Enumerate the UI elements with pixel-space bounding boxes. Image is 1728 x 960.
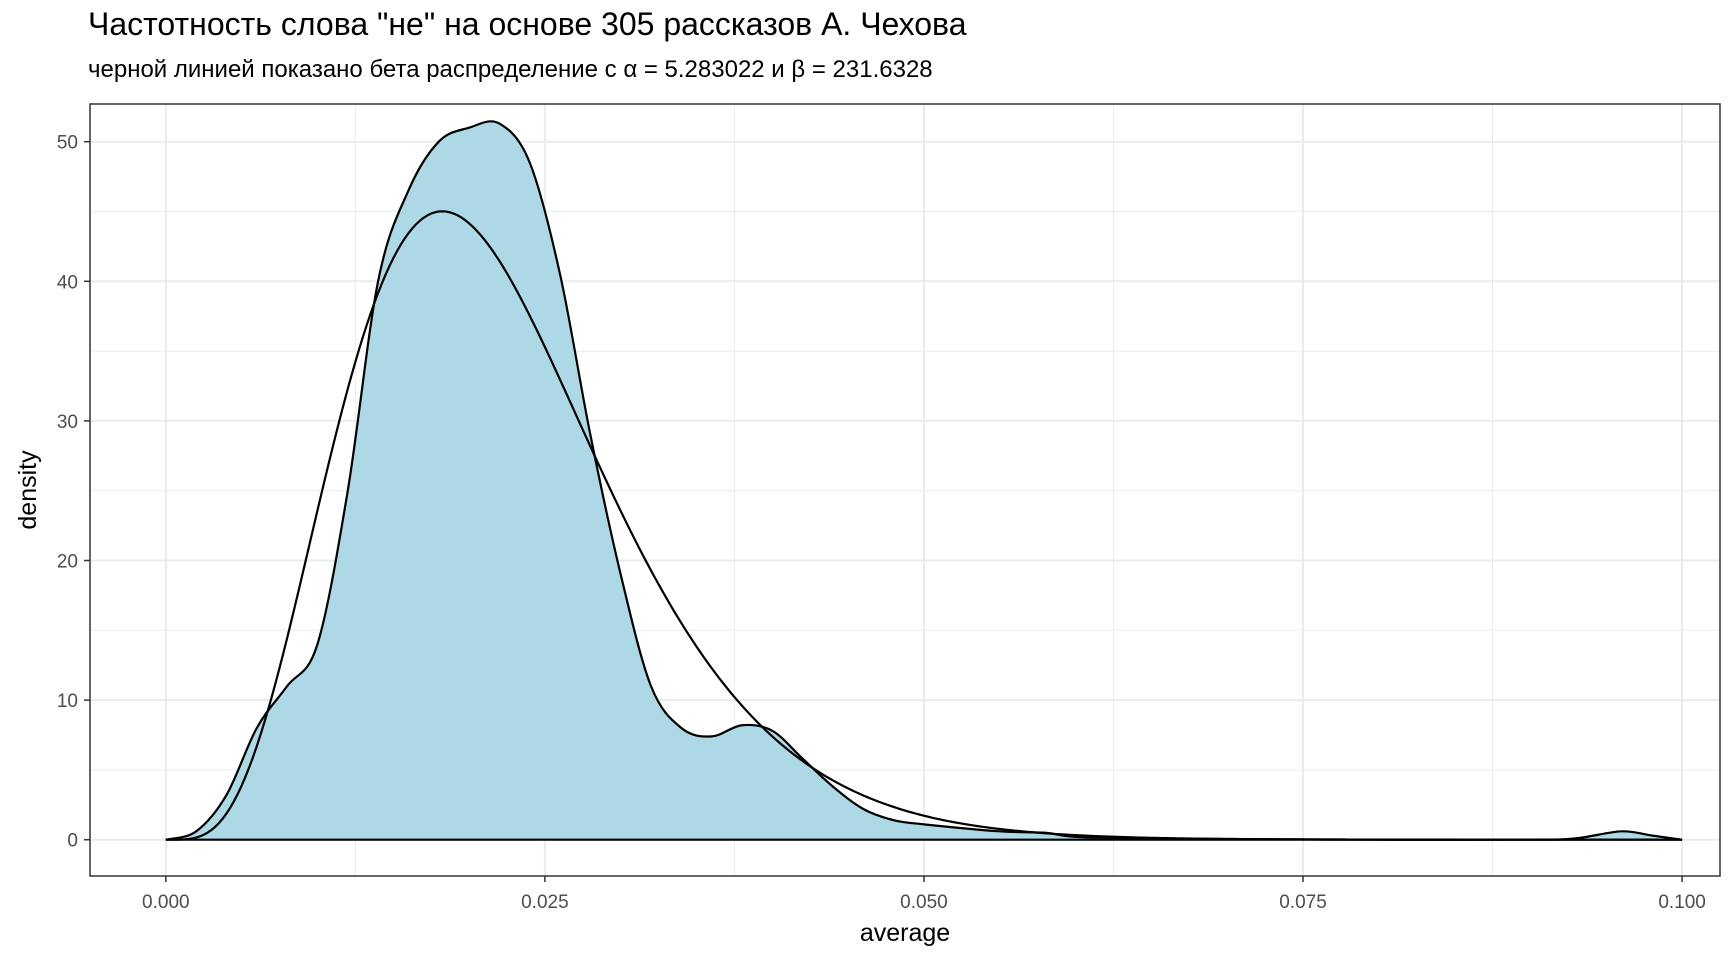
axis-ticks: 0.000 0.025 0.050 0.075 0.100 0 10 20 30 40 50 [57,133,1706,913]
chart-title: Частотность слова "не" на основе 305 рас… [88,6,967,42]
x-axis-title: average [860,919,950,947]
beta-distribution-line [165,210,1683,841]
x-tick-label: 0.025 [521,892,569,913]
y-tick-label: 40 [57,272,78,293]
x-tick-label: 0.050 [900,892,948,913]
density-area [165,121,1683,840]
chart-subtitle: черной линией показано бета распределени… [88,56,933,83]
y-tick-label: 30 [57,412,78,433]
y-tick-label: 20 [57,551,78,572]
y-tick-label: 50 [57,133,78,154]
y-axis-title: density [14,450,42,530]
data-layer [165,120,1683,841]
y-tick-label: 0 [67,831,78,852]
x-tick-label: 0.000 [142,892,190,913]
y-tick-label: 10 [57,691,78,712]
x-tick-label: 0.075 [1279,892,1327,913]
x-tick-label: 0.100 [1658,892,1706,913]
panel-border [89,103,1721,877]
